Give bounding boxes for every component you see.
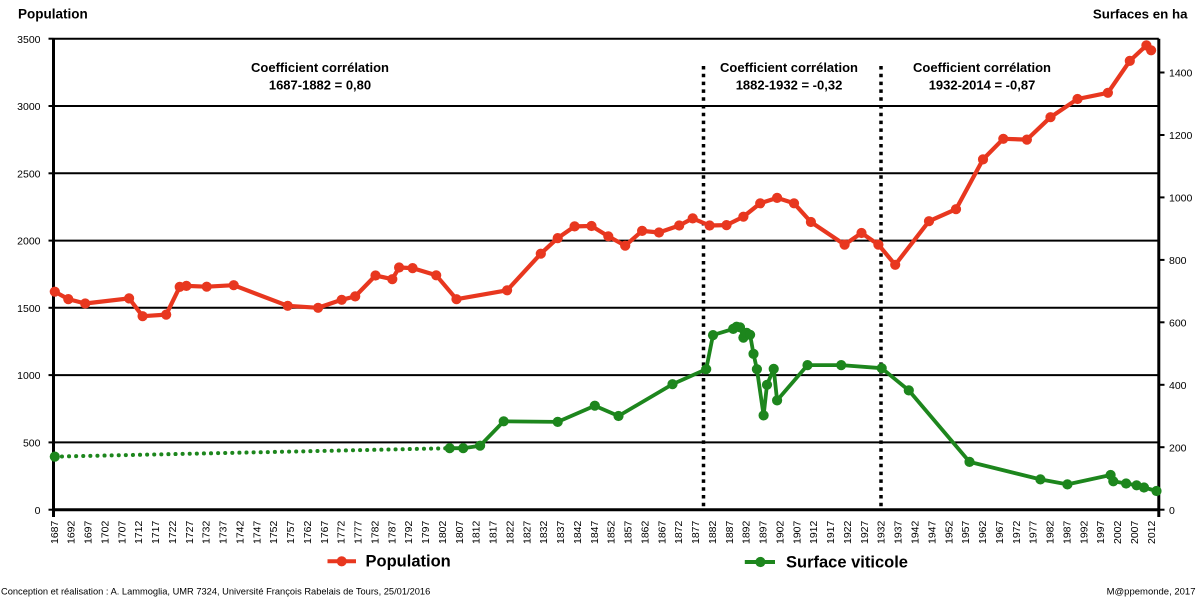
svg-text:800: 800 <box>1169 255 1187 267</box>
svg-text:1857: 1857 <box>623 520 635 544</box>
svg-text:1777: 1777 <box>353 520 365 544</box>
svg-text:0: 0 <box>35 505 41 517</box>
svg-text:1782: 1782 <box>370 520 382 544</box>
svg-text:2012: 2012 <box>1146 520 1158 544</box>
svg-text:1882: 1882 <box>707 520 719 544</box>
svg-text:Surfaces en ha: Surfaces en ha <box>1093 7 1188 22</box>
svg-text:Surface viticole: Surface viticole <box>786 553 908 571</box>
svg-text:1972: 1972 <box>1011 520 1023 544</box>
svg-text:1852: 1852 <box>606 520 618 544</box>
svg-text:1892: 1892 <box>741 520 753 544</box>
svg-text:1937: 1937 <box>893 520 905 544</box>
svg-text:1757: 1757 <box>285 520 297 544</box>
svg-text:1992: 1992 <box>1078 520 1090 544</box>
svg-text:1952: 1952 <box>943 520 955 544</box>
svg-text:1832: 1832 <box>538 520 550 544</box>
svg-text:2500: 2500 <box>17 168 41 180</box>
svg-text:1697: 1697 <box>83 520 95 544</box>
svg-text:1882-1932 = -0,32: 1882-1932 = -0,32 <box>736 78 843 93</box>
svg-text:600: 600 <box>1169 317 1187 329</box>
svg-text:1772: 1772 <box>336 520 348 544</box>
svg-text:1942: 1942 <box>910 520 922 544</box>
svg-text:Conception et réalisation : A.: Conception et réalisation : A. Lammoglia… <box>1 587 430 597</box>
svg-text:2002: 2002 <box>1112 520 1124 544</box>
svg-text:1867: 1867 <box>656 520 668 544</box>
svg-text:1787: 1787 <box>386 520 398 544</box>
svg-text:3500: 3500 <box>17 34 41 46</box>
svg-text:1767: 1767 <box>319 520 331 544</box>
svg-text:1200: 1200 <box>1169 130 1193 142</box>
svg-text:1747: 1747 <box>251 520 263 544</box>
svg-text:1967: 1967 <box>994 520 1006 544</box>
svg-text:1732: 1732 <box>201 520 213 544</box>
svg-text:1692: 1692 <box>66 520 78 544</box>
svg-text:1722: 1722 <box>167 520 179 544</box>
svg-text:Coefficient corrélation: Coefficient corrélation <box>913 60 1051 75</box>
svg-text:1902: 1902 <box>775 520 787 544</box>
svg-text:1922: 1922 <box>842 520 854 544</box>
svg-text:1907: 1907 <box>791 520 803 544</box>
svg-text:1842: 1842 <box>572 520 584 544</box>
svg-text:1812: 1812 <box>471 520 483 544</box>
svg-text:1000: 1000 <box>17 370 41 382</box>
svg-text:1702: 1702 <box>99 520 111 544</box>
svg-text:M@ppemonde, 2017: M@ppemonde, 2017 <box>1107 587 1196 598</box>
svg-text:1917: 1917 <box>825 520 837 544</box>
svg-text:1932: 1932 <box>876 520 888 544</box>
svg-text:1847: 1847 <box>589 520 601 544</box>
svg-text:3000: 3000 <box>17 101 41 113</box>
svg-text:1897: 1897 <box>758 520 770 544</box>
svg-text:1887: 1887 <box>724 520 736 544</box>
svg-text:1872: 1872 <box>673 520 685 544</box>
svg-text:1987: 1987 <box>1061 520 1073 544</box>
svg-text:1962: 1962 <box>977 520 989 544</box>
svg-text:2007: 2007 <box>1129 520 1141 544</box>
svg-text:2000: 2000 <box>17 236 41 248</box>
svg-text:1792: 1792 <box>403 520 415 544</box>
svg-text:1712: 1712 <box>133 520 145 544</box>
svg-text:1687-1882 = 0,80: 1687-1882 = 0,80 <box>269 78 371 93</box>
svg-text:500: 500 <box>23 438 41 450</box>
svg-text:1822: 1822 <box>505 520 517 544</box>
svg-text:1762: 1762 <box>302 520 314 544</box>
svg-text:1400: 1400 <box>1169 68 1193 80</box>
svg-text:1827: 1827 <box>521 520 533 544</box>
svg-text:1807: 1807 <box>454 520 466 544</box>
svg-text:0: 0 <box>1169 505 1175 517</box>
svg-text:1932-2014 = -0,87: 1932-2014 = -0,87 <box>929 78 1036 93</box>
svg-text:400: 400 <box>1169 380 1187 392</box>
svg-text:1927: 1927 <box>859 520 871 544</box>
svg-text:1000: 1000 <box>1169 193 1193 205</box>
svg-text:200: 200 <box>1169 442 1187 454</box>
svg-text:1862: 1862 <box>640 520 652 544</box>
svg-text:1500: 1500 <box>17 303 41 315</box>
svg-text:1727: 1727 <box>184 520 196 544</box>
svg-text:Coefficient corrélation: Coefficient corrélation <box>251 60 389 75</box>
svg-text:1802: 1802 <box>437 520 449 544</box>
svg-text:1837: 1837 <box>555 520 567 544</box>
svg-text:1912: 1912 <box>808 520 820 544</box>
svg-text:1752: 1752 <box>268 520 280 544</box>
svg-text:1687: 1687 <box>49 520 61 544</box>
svg-text:Population: Population <box>366 553 451 571</box>
svg-text:1877: 1877 <box>690 520 702 544</box>
svg-text:1707: 1707 <box>116 520 128 544</box>
svg-text:1797: 1797 <box>420 520 432 544</box>
svg-text:Coefficient corrélation: Coefficient corrélation <box>720 60 858 75</box>
svg-text:1817: 1817 <box>488 520 500 544</box>
svg-text:1717: 1717 <box>150 520 162 544</box>
svg-text:1982: 1982 <box>1045 520 1057 544</box>
svg-text:1977: 1977 <box>1028 520 1040 544</box>
svg-text:1947: 1947 <box>926 520 938 544</box>
svg-text:1997: 1997 <box>1095 520 1107 544</box>
svg-text:1957: 1957 <box>960 520 972 544</box>
svg-text:Population: Population <box>18 7 88 22</box>
svg-text:1742: 1742 <box>234 520 246 544</box>
svg-text:1737: 1737 <box>218 520 230 544</box>
